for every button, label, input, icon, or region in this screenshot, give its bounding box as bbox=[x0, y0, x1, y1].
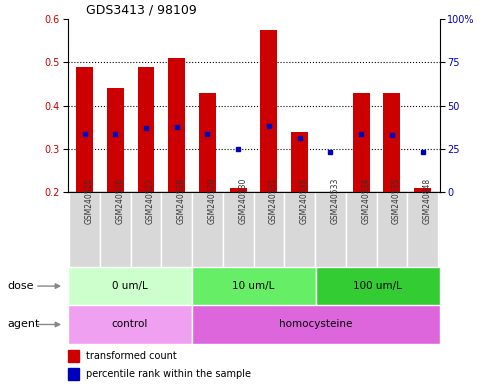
Bar bbox=[130, 192, 161, 267]
Text: GSM240528: GSM240528 bbox=[177, 178, 186, 224]
Text: homocysteine: homocysteine bbox=[279, 319, 352, 329]
Text: 10 um/L: 10 um/L bbox=[232, 281, 275, 291]
Text: GSM240848: GSM240848 bbox=[423, 178, 432, 224]
Bar bbox=[138, 67, 155, 192]
Bar bbox=[69, 192, 100, 267]
Bar bbox=[161, 192, 192, 267]
Bar bbox=[414, 188, 431, 192]
Text: GSM240526: GSM240526 bbox=[115, 178, 124, 224]
Bar bbox=[223, 192, 254, 267]
Text: 100 um/L: 100 um/L bbox=[353, 281, 402, 291]
Text: GSM240527: GSM240527 bbox=[146, 178, 155, 224]
Bar bbox=[291, 131, 308, 192]
Text: percentile rank within the sample: percentile rank within the sample bbox=[86, 369, 251, 379]
Text: GSM240529: GSM240529 bbox=[208, 178, 216, 224]
Bar bbox=[68, 267, 192, 305]
Text: transformed count: transformed count bbox=[86, 351, 177, 361]
Text: GSM240533: GSM240533 bbox=[330, 178, 340, 224]
Bar bbox=[284, 192, 315, 267]
Bar bbox=[230, 188, 247, 192]
Text: GSM240532: GSM240532 bbox=[299, 178, 309, 224]
Bar bbox=[76, 67, 93, 192]
Bar bbox=[168, 58, 185, 192]
Bar bbox=[407, 192, 438, 267]
Text: 0 um/L: 0 um/L bbox=[112, 281, 147, 291]
Text: agent: agent bbox=[7, 319, 40, 329]
Bar bbox=[199, 93, 216, 192]
Bar bbox=[353, 93, 369, 192]
Text: control: control bbox=[112, 319, 148, 329]
Text: GSM240535: GSM240535 bbox=[392, 178, 401, 224]
Bar bbox=[254, 192, 284, 267]
Text: GSM240525: GSM240525 bbox=[85, 178, 94, 224]
Bar bbox=[68, 368, 79, 380]
Text: GSM240534: GSM240534 bbox=[361, 178, 370, 224]
Bar bbox=[346, 192, 377, 267]
Bar bbox=[107, 88, 124, 192]
Bar bbox=[100, 192, 130, 267]
Text: dose: dose bbox=[7, 281, 34, 291]
Bar bbox=[68, 305, 192, 344]
Bar bbox=[192, 267, 315, 305]
Bar bbox=[384, 93, 400, 192]
Text: GSM240531: GSM240531 bbox=[269, 178, 278, 224]
Bar bbox=[192, 192, 223, 267]
Text: GSM240530: GSM240530 bbox=[238, 178, 247, 224]
Bar bbox=[68, 350, 79, 362]
Bar bbox=[315, 192, 346, 267]
Bar bbox=[260, 30, 277, 192]
Bar bbox=[192, 305, 440, 344]
Text: GDS3413 / 98109: GDS3413 / 98109 bbox=[86, 3, 197, 17]
Bar bbox=[315, 267, 440, 305]
Bar bbox=[377, 192, 407, 267]
